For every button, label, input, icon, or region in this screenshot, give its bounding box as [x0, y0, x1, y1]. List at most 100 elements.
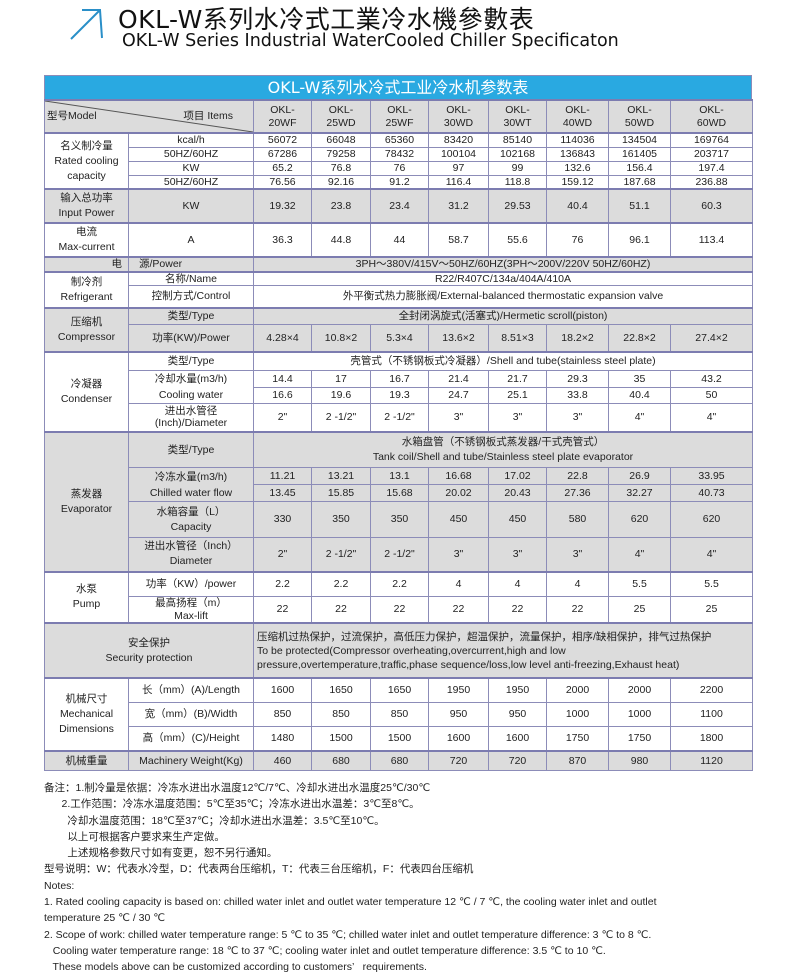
value-cell: 720 — [488, 750, 547, 771]
value-cell-text: 1750 — [565, 732, 590, 744]
value-cell-text: 33.95 — [698, 469, 725, 482]
value-cell-text: 76.56 — [269, 175, 296, 188]
value-cell: 27.4×2 — [670, 324, 753, 352]
value-cell: 4 — [488, 570, 547, 597]
dimensions-label-text: Mechanical Dimensions — [59, 708, 114, 735]
value-cell-text: 5.3×4 — [386, 331, 413, 344]
power-label-a-text: 电 — [111, 258, 123, 270]
value-cell-text: 4" — [634, 548, 645, 560]
sub-label: 冷却水量(m3/h) Cooling water — [128, 370, 254, 404]
value-cell: 5.5 — [608, 570, 671, 597]
value-cell-text: 13.1 — [389, 469, 410, 482]
value-cell-text: 40.4 — [629, 389, 650, 402]
value-cell: 680 — [370, 750, 429, 771]
value-cell-text: 1500 — [329, 732, 353, 744]
condenser-row: 冷却水量(m3/h) Cooling water 14.4 17 16.7 21.4 21.… — [45, 370, 753, 404]
value-cell: 350 — [311, 501, 371, 538]
value-cell-text: 29.53 — [504, 199, 531, 212]
value-cell: 2.2 — [370, 570, 429, 597]
value-cell: 1750 — [608, 725, 671, 752]
value-cell-text: 3" — [453, 548, 464, 560]
value-cell-text: 10.8×2 — [324, 331, 358, 344]
sub-label: 宽（mm）(B)/Width — [128, 701, 254, 727]
value-cell: 1000 — [546, 701, 609, 727]
value-cell: 450 — [428, 501, 489, 538]
value-cell: 20.43 — [488, 484, 547, 502]
security-text-text: 压缩机过热保护，过流保护，高低压力保护，超温保护，流量保护，相序/缺相保护，排气… — [257, 630, 712, 643]
value-cell: 23.8 — [311, 188, 371, 224]
value-cell-text: 15.85 — [327, 486, 355, 499]
value-cell: 25 — [608, 596, 671, 624]
sub-label-text: 名称/Name — [165, 272, 217, 285]
value-cell-text: 22.8 — [567, 469, 588, 482]
value-cell: 21.7 — [488, 370, 547, 388]
value-cell-text: 350 — [332, 513, 350, 526]
model-header: OKL- 40WD — [546, 99, 609, 134]
value-cell-text: 67286 — [267, 147, 298, 160]
value-cell: 114036 — [546, 132, 609, 148]
value-cell-text: 22 — [335, 603, 347, 616]
value-cell-text: 50 — [705, 389, 718, 402]
model-header-text: OKL- — [505, 104, 530, 116]
value-cell: 197.4 — [670, 160, 753, 176]
value-cell: 36.3 — [253, 222, 312, 258]
value-cell: 330 — [253, 501, 312, 538]
value-cell: 870 — [546, 750, 609, 771]
note-line: temperature 25 ℃ / 30 ℃ — [44, 912, 166, 925]
value-cell: 40.73 — [670, 484, 753, 502]
value-cell-text: 950 — [449, 707, 468, 720]
value-cell-text: 17.02 — [504, 469, 531, 482]
value-cell: 2.2 — [311, 570, 371, 597]
value-cell: 950 — [488, 701, 547, 727]
value-cell: 13.1 — [370, 467, 429, 485]
value-cell-text: 44.8 — [330, 233, 352, 246]
value-cell-text: 13.45 — [269, 486, 296, 499]
value-cell: 136843 — [546, 146, 609, 162]
value-cell-text: 22.8×2 — [623, 331, 656, 344]
value-cell-text: 102168 — [499, 147, 536, 160]
value-cell-text: 76.8 — [330, 161, 352, 174]
value-cell-text: 1800 — [699, 732, 724, 744]
cooling-row: 50HZ/60HZ 76.56 92.16 91.2 116.4 118.8 159.12 1… — [45, 174, 753, 190]
input-power-label: 输入总功率 Input Power — [44, 188, 129, 224]
condenser-label-text: 冷凝器 — [70, 377, 103, 390]
value-cell-text: 65360 — [384, 134, 415, 146]
sub-label: 控制方式/Control — [128, 285, 254, 308]
value-cell-text: 23.4 — [389, 199, 410, 212]
value-cell: 65.2 — [253, 160, 312, 176]
value-cell: 4 — [546, 570, 609, 597]
refrigerant-control-text: 外平衡式热力膨胀阀/External-balanced thermostatic… — [342, 290, 664, 302]
value-cell-text: 13.6×2 — [442, 331, 475, 344]
value-cell-text: 2000 — [627, 684, 652, 696]
value-cell-text: 27.4×2 — [695, 331, 728, 344]
value-cell-text: 118.8 — [504, 175, 531, 188]
sub-label: 名称/Name — [128, 270, 254, 286]
value-cell-text: 18.2×2 — [561, 331, 594, 344]
value-cell-text: 96.1 — [629, 233, 650, 246]
value-cell: 1100 — [670, 701, 753, 727]
value-cell-text: 620 — [702, 513, 721, 526]
value-cell: 460 — [253, 750, 312, 771]
model-header-text: OKL- — [565, 104, 590, 116]
sub-label-text: Cooling water — [158, 389, 224, 401]
value-cell-text: 156.4 — [626, 161, 653, 174]
value-cell: 40.4 — [608, 387, 671, 404]
value-cell-text: 21.4 — [448, 372, 469, 385]
value-cell-text: 22 — [571, 603, 584, 616]
evaporator-row: 进出水管径（Inch） Diameter 2" 2 -1/2" 2 -1/2" 3" 3" 3… — [45, 537, 753, 572]
pump-label-text: 水泵 — [76, 583, 97, 596]
dimensions-label-text: 机械尺寸 — [65, 693, 108, 705]
value-cell: 187.68 — [608, 174, 671, 190]
model-header: OKL- 50WD — [608, 99, 671, 134]
value-cell-text: 3" — [572, 411, 583, 423]
value-cell: 134504 — [608, 132, 671, 148]
value-cell-text: 1600 — [270, 684, 295, 696]
value-cell: 1600 — [428, 725, 489, 752]
note-line: 备注：1.制冷量是依据：冷冻水进出水温度12℃/7℃、冷却水进出水温度25℃/3… — [44, 782, 431, 794]
value-cell: 22.8×2 — [608, 324, 671, 352]
condenser-label-text: Condenser — [60, 392, 113, 405]
value-cell: 1800 — [670, 725, 753, 752]
value-cell: 5.5 — [670, 570, 753, 597]
value-cell: 156.4 — [608, 160, 671, 176]
value-cell-text: 22 — [276, 603, 289, 616]
